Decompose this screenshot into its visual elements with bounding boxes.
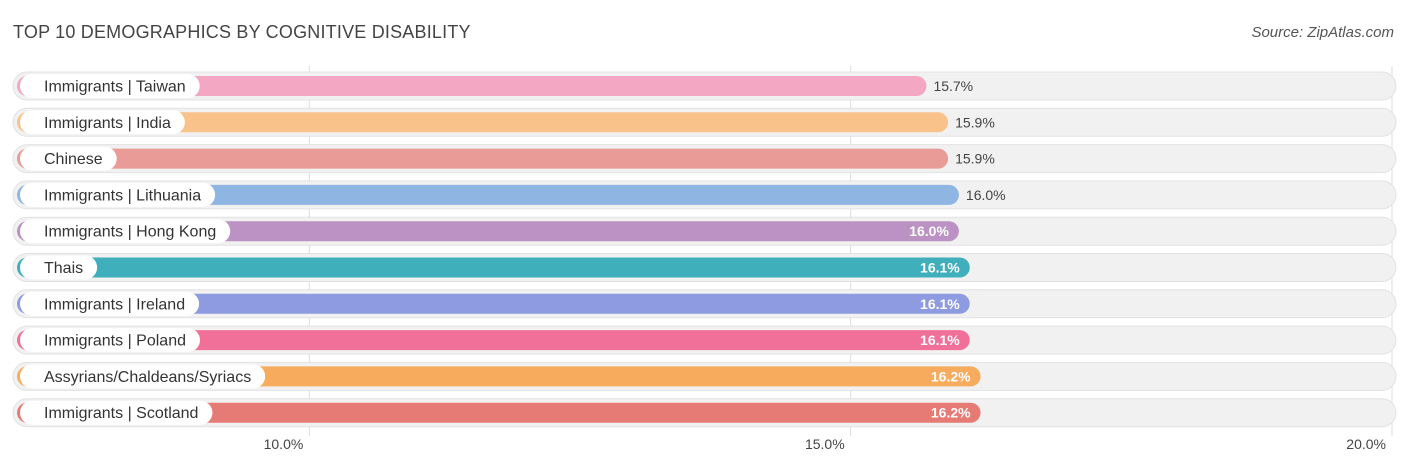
bar-row: Immigrants | Taiwan 15.7% — [12, 71, 1397, 101]
bar — [17, 402, 981, 423]
bar-label: Chinese — [44, 151, 103, 168]
bar-label: Immigrants | Hong Kong — [44, 224, 216, 241]
bar-label: Assyrians/Chaldeans/Syriacs — [44, 369, 251, 386]
value-label: 16.1% — [920, 332, 960, 348]
bar-label-pill — [20, 255, 98, 280]
bar-label-pill — [20, 219, 231, 244]
bar-row: Immigrants | Scotland 16.2% — [12, 398, 1397, 428]
x-tick-label: 10.0% — [264, 436, 304, 452]
value-label: 16.0% — [909, 223, 949, 239]
bar-label: Immigrants | Poland — [44, 333, 186, 350]
bar-row: Immigrants | Hong Kong 16.0% — [12, 216, 1397, 246]
value-label: 15.9% — [955, 151, 995, 167]
bar-row: Thais 16.1% — [12, 253, 1397, 282]
bar — [17, 257, 970, 278]
bar-row: Chinese 15.9% — [12, 144, 1397, 174]
value-label: 15.7% — [933, 78, 973, 94]
bar-label-pill — [20, 110, 185, 135]
bar-row: Immigrants | India 15.9% — [12, 107, 1397, 137]
x-tick-label: 20.0% — [1346, 436, 1386, 452]
bar — [17, 148, 949, 169]
bar-label: Immigrants | Taiwan — [44, 79, 186, 96]
bar-label: Immigrants | Lithuania — [44, 187, 201, 204]
x-tick-label: 15.0% — [805, 436, 845, 452]
chart-title: TOP 10 DEMOGRAPHICS BY COGNITIVE DISABIL… — [13, 22, 471, 42]
bar-label: Immigrants | Scotland — [44, 405, 198, 422]
bar-label-pill — [20, 182, 216, 207]
value-label: 16.2% — [931, 368, 971, 384]
value-label: 16.1% — [920, 260, 960, 276]
bar-label-pill — [20, 328, 200, 353]
bar-row: Immigrants | Ireland 16.1% — [12, 289, 1397, 319]
value-label: 16.0% — [966, 187, 1006, 203]
bar-label-pill — [20, 291, 200, 316]
bar — [17, 330, 970, 351]
bar — [17, 184, 959, 205]
bar-label-pill — [20, 74, 200, 98]
bar — [17, 76, 927, 96]
bar-label: Immigrants | Ireland — [44, 296, 185, 313]
chart-source: Source: ZipAtlas.com — [1251, 24, 1394, 41]
bar-label: Thais — [44, 260, 83, 277]
bar-row: Immigrants | Poland 16.1% — [12, 325, 1397, 355]
bar-row: Assyrians/Chaldeans/Syriacs 16.2% — [12, 361, 1397, 391]
value-label: 16.2% — [931, 405, 971, 421]
bar-label-pill — [20, 400, 213, 425]
value-label: 15.9% — [955, 114, 995, 130]
bar-row: Immigrants | Lithuania 16.0% — [12, 180, 1397, 210]
bar — [17, 221, 959, 242]
bar-label: Immigrants | India — [44, 115, 171, 132]
bar — [17, 293, 970, 314]
bar-label-pill — [20, 364, 266, 389]
bar — [17, 112, 949, 133]
value-label: 16.1% — [920, 296, 960, 312]
bar-label-pill — [20, 146, 117, 171]
